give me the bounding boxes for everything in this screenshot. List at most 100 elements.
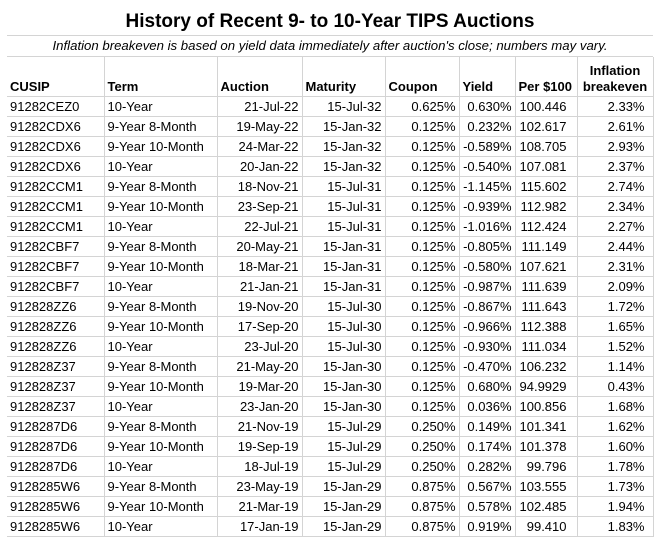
cell-yield: -0.867% [459,296,516,317]
cell-auction-date: 21-Jan-21 [217,276,303,297]
cell-price-per-100: 115.602 [515,176,578,197]
cell-coupon: 0.875% [385,476,460,497]
cell-yield: -0.589% [459,136,516,157]
tips-auctions-table: CUSIP Term Auction Maturity Coupon Yield… [7,57,654,537]
cell-yield: 0.578% [459,496,516,517]
cell-coupon: 0.125% [385,396,460,417]
cell-maturity-date: 15-Jan-32 [302,156,386,177]
cell-auction-date: 17-Jan-19 [217,516,303,537]
cell-price-per-100: 111.643 [515,296,578,317]
cell-coupon: 0.125% [385,236,460,257]
cell-inflation-breakeven: 0.43% [577,376,654,397]
cell-price-per-100: 101.341 [515,416,578,437]
cell-cusip: 9128285W6 [7,516,105,537]
cell-inflation-breakeven: 1.73% [577,476,654,497]
cell-inflation-breakeven: 1.65% [577,316,654,337]
cell-inflation-breakeven: 1.94% [577,496,654,517]
cell-yield: 0.282% [459,456,516,477]
cell-cusip: 91282CDX6 [7,136,105,157]
cell-cusip: 912828Z37 [7,396,105,417]
cell-yield: 0.567% [459,476,516,497]
cell-inflation-breakeven: 1.68% [577,396,654,417]
cell-inflation-breakeven: 2.61% [577,116,654,137]
cell-coupon: 0.875% [385,496,460,517]
cell-yield: 0.630% [459,96,516,117]
cell-term: 10-Year [104,456,218,477]
table-row: 91282CDX6 9-Year 10-Month 24-Mar-22 15-Jan-… [7,136,654,157]
cell-maturity-date: 15-Jan-30 [302,356,386,377]
cell-cusip: 91282CBF7 [7,236,105,257]
cell-term: 10-Year [104,156,218,177]
cell-term: 9-Year 8-Month [104,356,218,377]
cell-term: 9-Year 8-Month [104,296,218,317]
cell-coupon: 0.125% [385,196,460,217]
header-cusip: CUSIP [7,57,105,97]
header-row: CUSIP Term Auction Maturity Coupon Yield… [7,57,654,97]
cell-term: 9-Year 10-Month [104,256,218,277]
cell-maturity-date: 15-Jan-29 [302,516,386,537]
cell-term: 9-Year 10-Month [104,496,218,517]
cell-yield: -0.540% [459,156,516,177]
cell-maturity-date: 15-Jan-30 [302,376,386,397]
table-row: 9128285W6 9-Year 10-Month 21-Mar-19 15-Jan-… [7,496,654,517]
cell-price-per-100: 102.485 [515,496,578,517]
table-row: 9128287D6 9-Year 8-Month 21-Nov-19 15-Jul-2… [7,416,654,437]
cell-maturity-date: 15-Jul-29 [302,416,386,437]
cell-cusip: 91282CCM1 [7,196,105,217]
cell-inflation-breakeven: 2.37% [577,156,654,177]
cell-auction-date: 17-Sep-20 [217,316,303,337]
cell-inflation-breakeven: 2.93% [577,136,654,157]
cell-cusip: 91282CDX6 [7,156,105,177]
table-row: 9128285W6 9-Year 8-Month 23-May-19 15-Jan-2… [7,476,654,497]
cell-price-per-100: 106.232 [515,356,578,377]
header-breakeven-line2: breakeven [582,79,648,94]
cell-maturity-date: 15-Jan-31 [302,236,386,257]
cell-auction-date: 24-Mar-22 [217,136,303,157]
cell-price-per-100: 107.621 [515,256,578,277]
cell-auction-date: 23-Sep-21 [217,196,303,217]
table-row: 91282CBF7 9-Year 8-Month 20-May-21 15-Jan-3… [7,236,654,257]
cell-maturity-date: 15-Jul-31 [302,216,386,237]
cell-price-per-100: 100.446 [515,96,578,117]
cell-term: 10-Year [104,216,218,237]
cell-cusip: 912828ZZ6 [7,316,105,337]
cell-term: 9-Year 8-Month [104,236,218,257]
cell-coupon: 0.125% [385,136,460,157]
cell-yield: -0.966% [459,316,516,337]
header-auction: Auction [217,57,303,97]
cell-term: 9-Year 8-Month [104,176,218,197]
cell-term: 9-Year 8-Month [104,116,218,137]
cell-maturity-date: 15-Jul-30 [302,296,386,317]
cell-auction-date: 19-Mar-20 [217,376,303,397]
cell-price-per-100: 99.410 [515,516,578,537]
table-row: 912828Z37 10-Year 23-Jan-20 15-Jan-30 0.125%… [7,396,654,417]
cell-auction-date: 22-Jul-21 [217,216,303,237]
cell-auction-date: 23-Jan-20 [217,396,303,417]
cell-price-per-100: 111.149 [515,236,578,257]
cell-yield: -0.580% [459,256,516,277]
cell-cusip: 9128287D6 [7,456,105,477]
cell-term: 9-Year 10-Month [104,196,218,217]
cell-maturity-date: 15-Jul-29 [302,456,386,477]
cell-coupon: 0.125% [385,216,460,237]
cell-price-per-100: 108.705 [515,136,578,157]
table-row: 912828ZZ6 9-Year 8-Month 19-Nov-20 15-Jul-3… [7,296,654,317]
cell-coupon: 0.625% [385,96,460,117]
cell-cusip: 91282CEZ0 [7,96,105,117]
table-row: 9128287D6 10-Year 18-Jul-19 15-Jul-29 0.250%… [7,456,654,477]
cell-yield: -0.987% [459,276,516,297]
cell-coupon: 0.125% [385,116,460,137]
cell-inflation-breakeven: 1.60% [577,436,654,457]
cell-price-per-100: 102.617 [515,116,578,137]
table-body: 91282CEZ0 10-Year 21-Jul-22 15-Jul-32 0.625%… [7,96,654,537]
cell-yield: -1.016% [459,216,516,237]
cell-price-per-100: 111.034 [515,336,578,357]
table-row: 912828ZZ6 9-Year 10-Month 17-Sep-20 15-Jul-… [7,316,654,337]
cell-auction-date: 21-May-20 [217,356,303,377]
cell-inflation-breakeven: 1.62% [577,416,654,437]
table-row: 91282CEZ0 10-Year 21-Jul-22 15-Jul-32 0.625%… [7,96,654,117]
cell-yield: -0.470% [459,356,516,377]
cell-inflation-breakeven: 1.78% [577,456,654,477]
cell-inflation-breakeven: 2.27% [577,216,654,237]
cell-yield: -0.930% [459,336,516,357]
